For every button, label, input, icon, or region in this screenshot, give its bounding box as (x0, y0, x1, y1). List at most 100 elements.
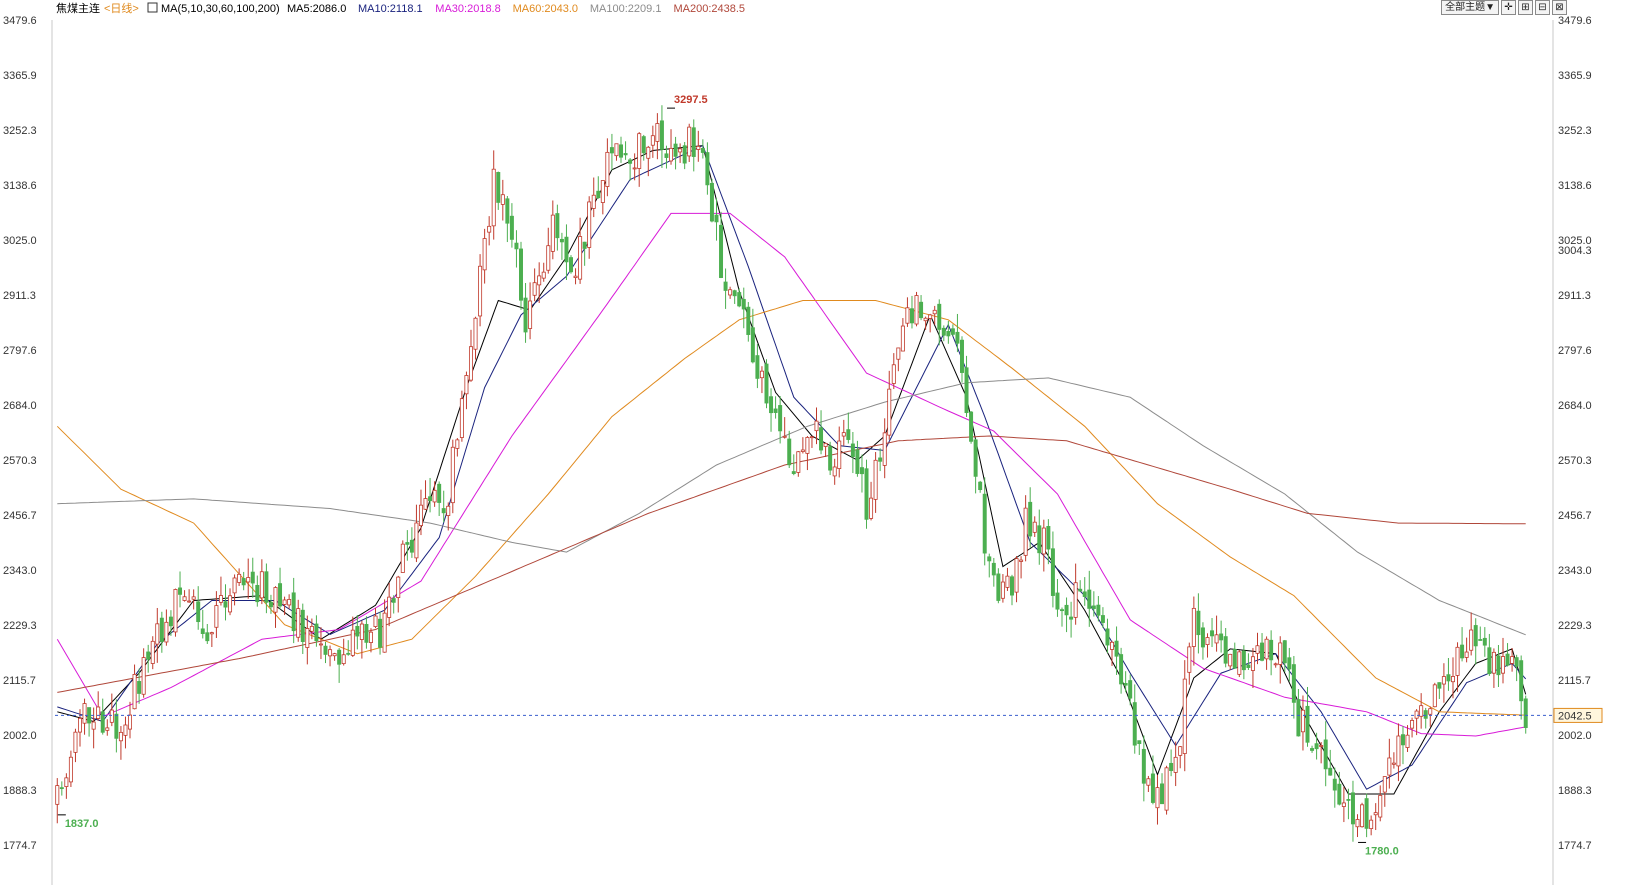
candle-body (1387, 757, 1392, 776)
ma-value-label: MA200:2438.5 (674, 3, 746, 15)
candle-body (55, 785, 60, 805)
candle-body (905, 307, 910, 324)
candle-body (500, 194, 505, 205)
candle-body (114, 713, 119, 739)
candle-body (637, 133, 642, 169)
candle-body (823, 442, 828, 447)
candlestick-series (55, 105, 1528, 842)
candle-body (778, 405, 783, 432)
candle-body (1078, 588, 1083, 592)
candle-body (632, 167, 637, 170)
candle-body (996, 573, 1001, 601)
candle-body (1073, 582, 1078, 618)
candle-body (1219, 633, 1224, 641)
close-icon[interactable]: ⊠ (1552, 0, 1567, 15)
candle-body (650, 135, 655, 146)
candle-body (1010, 576, 1014, 596)
candle-body (864, 468, 869, 520)
candle-body (1396, 735, 1401, 767)
candle-body (59, 787, 64, 790)
candle-body (1391, 762, 1396, 765)
candle-body (118, 731, 123, 742)
candle-body (1260, 642, 1265, 661)
y-tick-label-right: 2456.7 (1558, 510, 1592, 522)
y-tick-label-right: 2115.7 (1558, 675, 1591, 687)
candle-body (619, 144, 624, 158)
candle-body (1446, 674, 1451, 682)
candle-body (1160, 783, 1165, 805)
candle-body (659, 120, 664, 150)
candle-body (1000, 581, 1005, 599)
zoom-out-icon[interactable]: ⊟ (1535, 0, 1550, 15)
candle-body (587, 201, 592, 248)
symbol-label: 焦煤主连 (56, 2, 100, 15)
y-tick-label-left: 2456.7 (3, 510, 37, 522)
candle-body (78, 717, 82, 733)
candle-body (1337, 783, 1342, 805)
indicator-icon (147, 2, 158, 13)
candle-body (391, 598, 396, 603)
chart-header: 焦煤主连 <日线> MA(5,10,30,60,100,200) MA5:2086.0… (56, 1, 745, 15)
high-label: 3297.5 (674, 94, 708, 106)
candle-body (1491, 651, 1496, 674)
candle-body (368, 631, 373, 643)
candle-body (105, 727, 110, 731)
crosshair-icon[interactable]: ✛ (1501, 0, 1516, 15)
candle-body (614, 143, 619, 157)
candle-body (705, 152, 710, 186)
candle-body (519, 248, 523, 301)
candle-body (1464, 651, 1469, 658)
candle-body (287, 599, 292, 606)
candle-body (173, 589, 178, 633)
candle-body (1091, 605, 1096, 609)
candle-body (1364, 798, 1369, 829)
y-tick-label-left: 2115.7 (3, 675, 36, 687)
candle-body (1432, 684, 1437, 708)
candle-body (82, 703, 87, 724)
candle-body (400, 543, 405, 573)
candle-body (814, 420, 819, 432)
candle-body (578, 236, 583, 280)
candle-body (1123, 683, 1128, 686)
candle-body (1205, 637, 1210, 645)
candle-body (505, 198, 510, 224)
candle-body (1273, 663, 1278, 666)
y-tick-label-right: 1888.3 (1558, 785, 1592, 797)
low-label: 1780.0 (1365, 845, 1399, 857)
theme-select-button[interactable]: 全部主题▼ (1441, 0, 1499, 15)
candle-body (1055, 592, 1060, 610)
candle-body (146, 651, 151, 660)
candle-body (773, 408, 778, 413)
candle-body (746, 306, 751, 335)
price-markers: 2042.5 3004.3 3297.5 1837.0 1780.0 (55, 94, 1603, 857)
candle-body (550, 214, 555, 252)
candle-body (1132, 702, 1137, 746)
candle-body (228, 595, 233, 613)
candle-body (596, 190, 601, 199)
candle-body (1414, 710, 1419, 719)
candle-body (1405, 734, 1410, 748)
candle-body (64, 777, 69, 787)
candle-body (923, 317, 928, 322)
candle-body (455, 439, 460, 449)
candle-body (378, 618, 383, 648)
candle-body (1096, 604, 1101, 616)
candle-body (791, 471, 796, 474)
candle-body (850, 443, 855, 458)
candle-body (464, 375, 469, 395)
candle-body (573, 275, 578, 278)
candle-body (1350, 792, 1355, 825)
candle-body (591, 194, 596, 209)
candle-body (278, 583, 283, 607)
candle-body (737, 292, 742, 307)
ma5-line (57, 145, 1527, 795)
candle-body (300, 609, 305, 642)
y-tick-label-left: 3479.6 (3, 15, 37, 27)
candle-body (296, 608, 301, 638)
candle-body (796, 451, 801, 473)
candle-body (205, 632, 210, 642)
candle-body (741, 298, 746, 310)
zoom-in-icon[interactable]: ⊞ (1518, 0, 1533, 15)
candle-body (437, 483, 442, 503)
